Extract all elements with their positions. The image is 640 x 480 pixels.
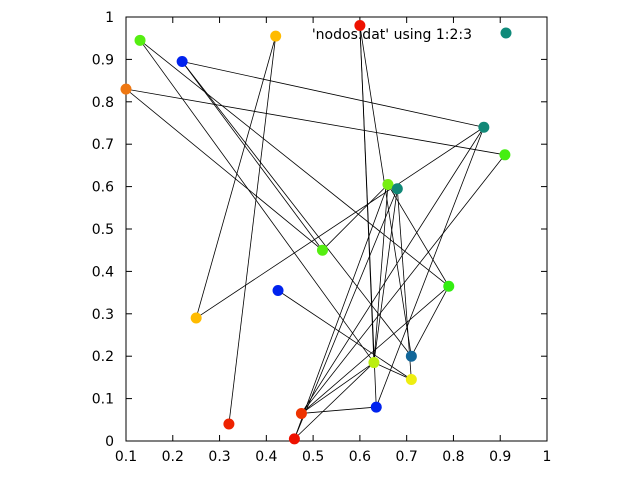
data-point xyxy=(190,312,202,324)
y-tick-label: 0.5 xyxy=(92,222,114,238)
y-tick-label: 0.6 xyxy=(92,180,114,196)
data-point xyxy=(288,433,300,445)
edge-line xyxy=(373,184,389,363)
legend-label: 'nodos.dat' using 1:2:3 xyxy=(312,27,472,43)
legend-marker xyxy=(500,27,512,39)
data-point xyxy=(368,357,380,369)
y-tick-label: 0.2 xyxy=(92,349,114,365)
edge-line xyxy=(396,188,412,380)
x-tick-label: 0.1 xyxy=(115,449,137,465)
edge-line xyxy=(139,40,375,363)
x-tick-label: 0.3 xyxy=(208,449,230,465)
edge-line xyxy=(301,285,450,414)
edge-line xyxy=(359,25,377,408)
axis-ticks: 0.1 0.2 0.3 0.4 0.5 0.6 0.7 0.8 0.9 100.10.20.30.… xyxy=(92,10,552,465)
data-point xyxy=(270,30,282,42)
data-point xyxy=(499,149,511,161)
edge-line xyxy=(322,184,389,251)
edge-line xyxy=(387,184,450,287)
edge-line xyxy=(139,40,450,287)
data-point xyxy=(443,280,455,292)
legend: 'nodos.dat' using 1:2:3 xyxy=(312,27,512,43)
data-point xyxy=(134,34,146,46)
plot-frame xyxy=(125,16,548,442)
x-tick-label: 0.2 xyxy=(162,449,184,465)
edge-line xyxy=(181,61,412,357)
y-tick-label: 0 xyxy=(105,434,114,450)
data-point xyxy=(370,401,382,413)
x-tick-label: 0.7 xyxy=(396,449,418,465)
edges-layer xyxy=(125,25,506,440)
edge-line xyxy=(373,188,398,363)
data-point xyxy=(272,284,284,296)
x-tick-label: 0.5 xyxy=(302,449,324,465)
edge-line xyxy=(301,406,377,414)
data-point xyxy=(120,83,132,95)
data-point xyxy=(391,183,403,195)
edge-line xyxy=(375,127,485,408)
edge-line xyxy=(195,126,485,319)
edge-line xyxy=(301,154,506,414)
edge-line xyxy=(294,362,375,440)
data-point xyxy=(295,407,307,419)
edge-line xyxy=(195,35,277,319)
edge-line xyxy=(277,290,412,380)
x-tick-label: 1 xyxy=(543,449,552,465)
x-tick-label: 0.6 xyxy=(349,449,371,465)
data-point xyxy=(382,178,394,190)
edge-line xyxy=(294,188,398,440)
y-tick-label: 0.4 xyxy=(92,264,114,280)
x-tick-label: 0.4 xyxy=(255,449,277,465)
data-point xyxy=(223,418,235,430)
edge-line xyxy=(125,88,505,156)
data-point xyxy=(405,374,417,386)
edge-line xyxy=(181,61,323,251)
edge-line xyxy=(410,286,450,357)
y-tick-label: 0.7 xyxy=(92,137,114,153)
edge-line xyxy=(125,88,323,251)
edge-line xyxy=(294,184,389,440)
data-point xyxy=(354,19,366,31)
edge-line xyxy=(228,36,277,425)
y-tick-label: 1 xyxy=(105,10,114,26)
data-point xyxy=(405,350,417,362)
data-point xyxy=(478,121,490,133)
x-tick-label: 0.8 xyxy=(442,449,464,465)
y-tick-label: 0.3 xyxy=(92,307,114,323)
edge-line xyxy=(301,362,375,414)
x-tick-label: 0.9 xyxy=(489,449,511,465)
points-layer xyxy=(120,19,511,445)
edge-line xyxy=(373,362,412,380)
y-tick-label: 0.9 xyxy=(92,52,114,68)
data-point xyxy=(316,244,328,256)
y-tick-label: 0.1 xyxy=(92,392,114,408)
edge-line xyxy=(301,127,485,414)
edge-line xyxy=(182,61,484,128)
data-point xyxy=(176,56,188,68)
y-tick-label: 0.8 xyxy=(92,95,114,111)
